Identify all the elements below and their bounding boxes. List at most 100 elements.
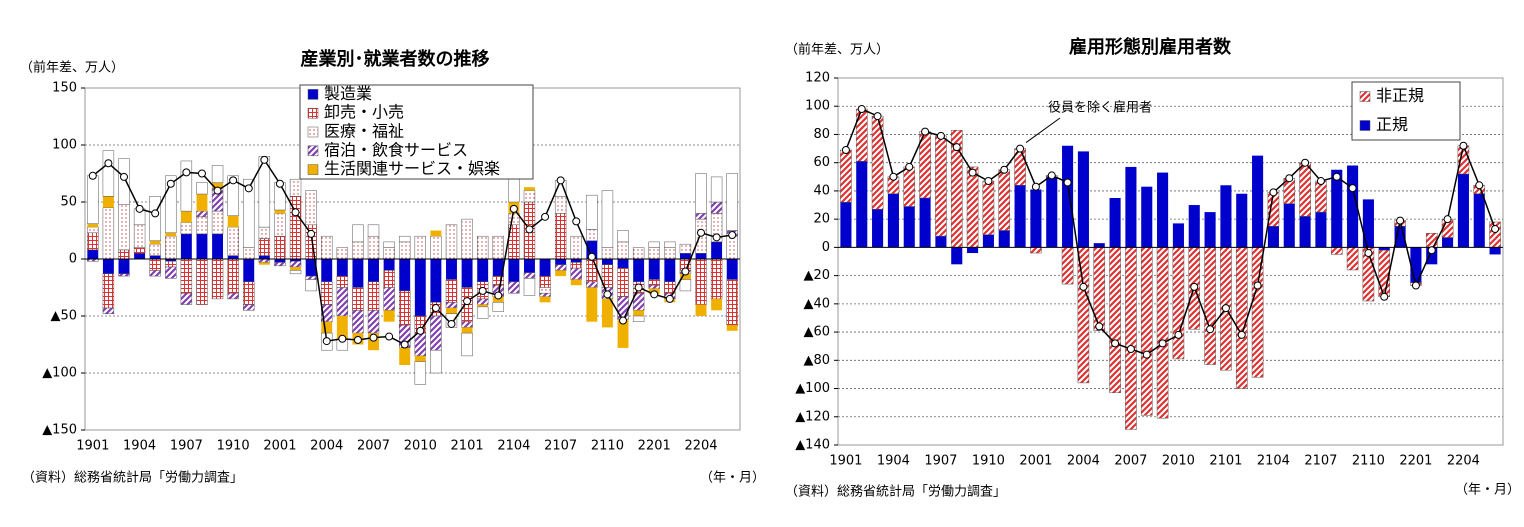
line-marker <box>1427 246 1436 255</box>
bar-segment <box>695 173 707 214</box>
bar-segment <box>664 241 676 248</box>
line-marker <box>665 294 674 303</box>
bar-segment <box>336 287 349 317</box>
x-tick-label: 2101 <box>1209 454 1242 469</box>
bar-segment <box>461 259 473 288</box>
line-marker <box>338 334 347 343</box>
bar-segment <box>508 213 520 226</box>
bar-segment <box>617 259 629 269</box>
bar-segment <box>1125 247 1137 430</box>
line-marker <box>1301 158 1310 167</box>
line-marker <box>197 169 206 178</box>
x-tick-label: 1910 <box>972 454 1005 469</box>
bar-segment <box>398 290 411 326</box>
line-marker <box>1396 216 1405 225</box>
bar-segment <box>856 161 868 248</box>
legend-box <box>299 84 534 180</box>
y-tick-label: 40 <box>813 183 830 198</box>
bar-segment <box>414 259 426 316</box>
bar-segment <box>212 233 224 259</box>
line-marker <box>1253 281 1262 290</box>
x-tick-label: 1901 <box>76 439 109 454</box>
bar-segment <box>149 196 161 242</box>
line-marker <box>385 332 394 341</box>
chart-title: 雇用形態別雇用者数 <box>1069 36 1232 58</box>
bar-segment <box>601 247 614 260</box>
bar-segment <box>383 259 395 271</box>
x-tick-label: 2004 <box>310 439 343 454</box>
line-marker <box>1206 325 1215 334</box>
bar-segment <box>476 298 489 305</box>
line-marker <box>968 168 977 177</box>
bar-segment <box>165 232 177 237</box>
bar-segment <box>227 292 239 300</box>
bar-segment <box>664 259 676 282</box>
line-marker <box>889 172 898 181</box>
x-tick-label: 2004 <box>1067 454 1100 469</box>
bar-segment <box>243 259 255 282</box>
bar-segment <box>1457 173 1469 248</box>
bar-segment <box>855 108 868 162</box>
line-marker <box>416 326 425 335</box>
bar-segment <box>601 298 613 328</box>
bar-segment <box>726 235 738 260</box>
bar-segment <box>840 202 852 248</box>
bar-segment <box>430 259 442 303</box>
bar-segment <box>555 270 567 277</box>
bar-segment <box>477 259 489 282</box>
bar-segment <box>1235 247 1248 389</box>
bar-segment <box>274 262 286 267</box>
bar-segment <box>1077 247 1090 384</box>
bar-segment <box>1299 216 1311 248</box>
bar-segment <box>1378 249 1391 298</box>
x-tick-label: 1904 <box>123 439 156 454</box>
line-marker <box>509 204 518 213</box>
bar-segment <box>586 287 598 322</box>
bar-segment <box>180 211 192 223</box>
bar-segment <box>998 169 1011 231</box>
bar-segment <box>227 226 239 256</box>
bar-segment <box>1267 192 1280 227</box>
bar-segment <box>398 235 411 243</box>
bar-segment <box>212 182 224 189</box>
bar-segment <box>1236 193 1248 248</box>
bar-segment <box>710 258 723 300</box>
bar-segment <box>492 235 504 260</box>
line-marker <box>213 186 222 195</box>
bar-segment <box>461 321 473 328</box>
bar-segment <box>570 235 582 260</box>
bar-segment <box>1425 233 1438 248</box>
bar-segment <box>367 235 380 260</box>
line-marker <box>1190 282 1199 291</box>
bar-segment <box>258 226 271 239</box>
bar-segment <box>196 216 208 235</box>
bar-segment <box>180 258 193 294</box>
bar-segment <box>1030 247 1042 254</box>
bar-segment <box>1362 199 1374 248</box>
bar-segment <box>648 247 660 260</box>
y-tick-label: ▲120 <box>795 409 830 424</box>
bar-segment <box>102 207 115 260</box>
bar-segment <box>617 241 629 260</box>
y-tick-label: ▲100 <box>795 381 830 396</box>
line-marker <box>1348 184 1357 193</box>
bar-segment <box>726 259 738 280</box>
line-marker <box>463 297 472 306</box>
bar-segment <box>726 325 738 331</box>
y-tick-label: 0 <box>69 252 77 267</box>
y-tick-label: ▲60 <box>803 325 830 340</box>
bar-segment <box>586 229 598 242</box>
bar-segment <box>632 315 645 322</box>
bar-segment <box>430 230 442 237</box>
bar-segment <box>258 262 270 265</box>
bar-segment <box>102 196 114 208</box>
bar-segment <box>967 247 979 254</box>
bar-segment <box>383 310 395 322</box>
bar-segment <box>227 258 239 294</box>
bar-segment <box>1141 186 1153 248</box>
y-tick-label: ▲100 <box>42 366 77 381</box>
bar-segment <box>305 279 317 292</box>
bar-segment <box>461 327 473 334</box>
legend-swatch <box>307 145 319 157</box>
